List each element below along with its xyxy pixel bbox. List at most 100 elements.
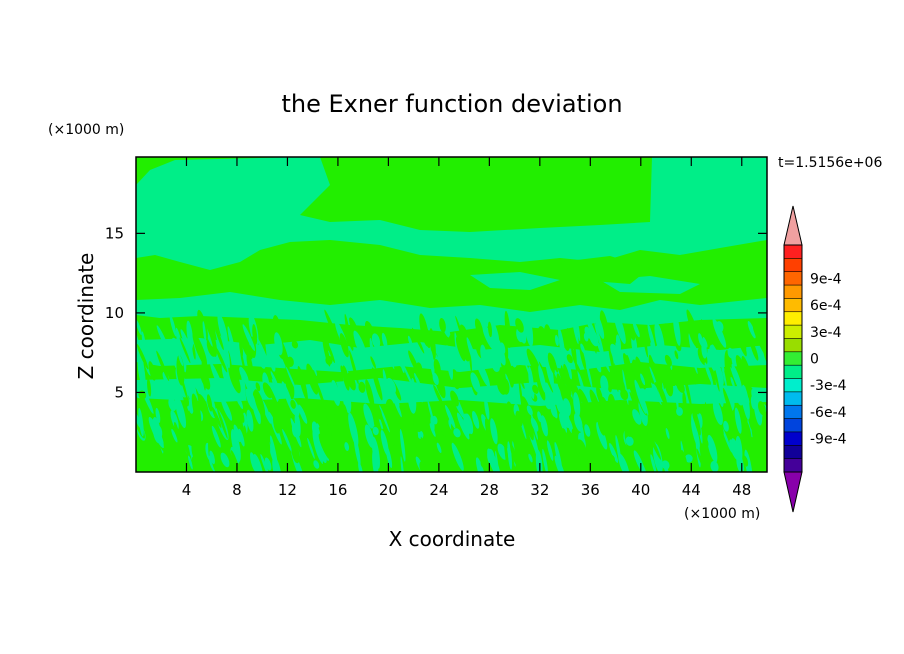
field-streak [654, 322, 665, 357]
field-streak [663, 323, 670, 332]
field-streak [155, 407, 161, 423]
x-tick-label: 8 [232, 481, 242, 499]
field-streak [752, 327, 766, 355]
field-region-negative [136, 157, 767, 270]
field-streak [625, 436, 634, 446]
field-streak [385, 398, 394, 412]
colorbar-swatch [783, 351, 803, 366]
colorbar-frame [783, 244, 803, 473]
field-streak [563, 337, 570, 352]
field-streak [286, 356, 294, 367]
field-streak [393, 451, 400, 461]
field-streak [156, 350, 170, 381]
field-streak [270, 371, 279, 389]
field-streak [512, 358, 517, 368]
field-streak [524, 362, 534, 384]
x-ticks: 4 8 12 16 20 24 28 32 36 40 44 48 [182, 157, 751, 499]
field-streak [230, 428, 241, 462]
field-streak [313, 460, 320, 469]
field-streak [201, 359, 206, 391]
x-tick-label: 44 [682, 481, 701, 499]
field-streak [567, 418, 574, 434]
field-streak [252, 324, 258, 345]
field-streak [674, 350, 679, 360]
field-streak [683, 438, 689, 460]
field-streak [506, 401, 512, 412]
field-streak [322, 337, 331, 367]
field-streak [600, 375, 609, 393]
field-streak [586, 363, 593, 388]
field-streak [358, 381, 366, 393]
field-streak [632, 409, 642, 425]
field-streak [174, 421, 180, 442]
field-streak [240, 439, 250, 471]
field-streak [147, 378, 152, 397]
field-streak [524, 407, 534, 441]
field-streak [507, 441, 513, 470]
field-streak [339, 333, 349, 358]
field-streak [444, 404, 456, 429]
field-streak [652, 361, 663, 389]
field-streak [318, 433, 331, 460]
colorbar-swatch [783, 324, 803, 340]
colorbar-label: 3e-4 [810, 325, 842, 341]
field-streak [407, 335, 413, 347]
field-streak [210, 362, 225, 396]
field-streak [255, 382, 261, 392]
colorbar-label: -6e-4 [810, 405, 847, 421]
field-streak [712, 344, 725, 371]
field-streak [220, 452, 230, 468]
field-band-negative [136, 292, 767, 332]
field-streak [480, 459, 487, 469]
field-streak [640, 373, 646, 386]
field-streak [459, 336, 471, 362]
field-streak [566, 354, 573, 364]
field-streak [429, 328, 436, 360]
field-streak [141, 331, 147, 359]
field-streak [474, 318, 483, 337]
field-streak [225, 346, 230, 369]
field-streak [518, 378, 524, 411]
field-streak [610, 343, 621, 363]
field-streak [413, 419, 419, 449]
field-streak [538, 365, 547, 393]
field-streak [547, 391, 558, 419]
field-band-negative [150, 228, 240, 250]
field-streak [271, 378, 279, 396]
field-streak [217, 408, 228, 439]
field-streak [344, 442, 350, 452]
field-streak [262, 382, 273, 399]
field-streak [573, 392, 581, 417]
field-streak [410, 408, 422, 433]
field-streak [555, 356, 560, 367]
field-streak [700, 319, 713, 345]
field-island-positive [245, 250, 340, 280]
y-unit-label: (×1000 m) [48, 122, 124, 138]
field-streak [270, 358, 276, 372]
field-streak [563, 363, 572, 396]
field-streak [605, 322, 612, 347]
field-streak [371, 333, 381, 349]
field-streak [480, 344, 487, 363]
field-streak [571, 347, 576, 364]
field-streak [727, 347, 734, 359]
field-streak [731, 363, 742, 389]
plot-frame [135, 156, 768, 473]
field-streak [747, 321, 756, 339]
field-streak [647, 323, 656, 353]
field-streak [228, 364, 241, 394]
field-streak [380, 429, 389, 456]
field-streak [594, 322, 604, 354]
field-streak [324, 423, 335, 453]
field-streak [287, 322, 296, 338]
field-streak [558, 400, 570, 428]
field-streak [450, 390, 459, 407]
field-streak [734, 386, 744, 406]
field-streak [729, 439, 739, 460]
field-streak [625, 354, 633, 388]
field-streak [583, 332, 589, 342]
colorbar-label: -9e-4 [810, 432, 847, 448]
field-streak [211, 406, 222, 428]
field-streak [573, 453, 581, 470]
field-streak [609, 442, 619, 463]
